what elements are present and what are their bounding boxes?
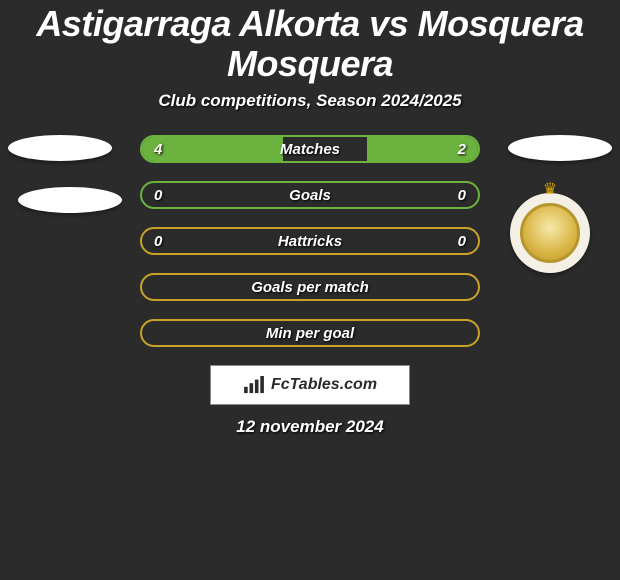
date-label: 12 november 2024 xyxy=(0,417,620,437)
stats-panel: ♛ 4 Matches 2 0 Goals 0 0 xyxy=(0,135,620,437)
stat-value-right: 0 xyxy=(422,183,478,207)
crown-icon: ♛ xyxy=(543,179,557,199)
stat-value-right: 0 xyxy=(422,229,478,253)
stat-row-gpm: Goals per match xyxy=(140,273,480,301)
watermark[interactable]: FcTables.com xyxy=(210,365,410,405)
stat-value-left: 0 xyxy=(142,229,198,253)
stat-label: Goals xyxy=(198,183,422,207)
page-title: Astigarraga Alkorta vs Mosquera Mosquera xyxy=(0,2,620,91)
stat-value-left: 4 xyxy=(142,137,198,161)
subtitle: Club competitions, Season 2024/2025 xyxy=(0,91,620,111)
stat-row-goals: 0 Goals 0 xyxy=(140,181,480,209)
stat-row-matches: 4 Matches 2 xyxy=(140,135,480,163)
watermark-text: FcTables.com xyxy=(271,376,377,394)
player1-badge-1 xyxy=(8,135,112,161)
h2h-widget: Astigarraga Alkorta vs Mosquera Mosquera… xyxy=(0,0,620,437)
bars-icon xyxy=(243,376,265,394)
stat-label: Hattricks xyxy=(198,229,422,253)
player1-badge-2 xyxy=(18,187,122,213)
club-crest-icon xyxy=(520,203,580,263)
stat-label: Matches xyxy=(198,137,422,161)
player2-badge-1 xyxy=(508,135,612,161)
stat-label: Goals per match xyxy=(142,275,478,299)
stat-row-mpg: Min per goal xyxy=(140,319,480,347)
player2-club-badge: ♛ xyxy=(510,193,590,273)
stat-value-left: 0 xyxy=(142,183,198,207)
stat-value-right: 2 xyxy=(422,137,478,161)
stat-label: Min per goal xyxy=(142,321,478,345)
stat-rows: 4 Matches 2 0 Goals 0 0 Hattricks 0 Goal… xyxy=(140,135,480,347)
stat-row-hattricks: 0 Hattricks 0 xyxy=(140,227,480,255)
